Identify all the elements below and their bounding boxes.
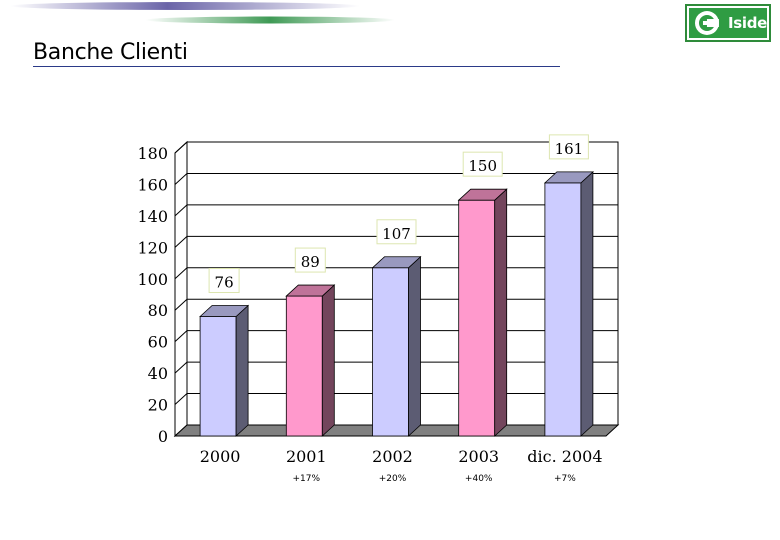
gridline-side (174, 204, 188, 217)
data-label-box (548, 134, 589, 160)
data-label: 161 (555, 140, 584, 158)
bar-side (321, 284, 335, 437)
data-label-box (376, 219, 417, 245)
bar-side (580, 170, 594, 437)
company-logo: Iside (685, 4, 771, 42)
y-tick-label: 120 (137, 238, 168, 257)
data-label: 89 (301, 253, 320, 271)
bar-top (543, 171, 594, 184)
x-category-label: 2002 (372, 447, 413, 466)
data-label-box (462, 151, 503, 177)
header-decoration (10, 2, 395, 24)
bar-top (285, 284, 336, 297)
growth-label: +20% (379, 474, 407, 484)
bar (458, 199, 496, 437)
x-category-label: 2000 (200, 447, 241, 466)
y-tick-label: 160 (137, 175, 168, 194)
gridline-side (174, 361, 188, 374)
gridline-side (174, 235, 188, 248)
bar (372, 267, 409, 437)
bar-side (235, 304, 249, 437)
data-label-box (294, 247, 326, 273)
data-label: 150 (468, 157, 497, 175)
y-tick-label: 100 (137, 270, 168, 289)
title-underline (33, 66, 560, 67)
data-label: 76 (215, 274, 234, 292)
x-category-label: 2001 (286, 447, 327, 466)
iside-logo-icon (694, 11, 719, 35)
growth-label: +17% (293, 474, 321, 484)
gridline-side (174, 141, 188, 154)
bar-top (199, 305, 250, 317)
y-tick-label: 180 (137, 144, 168, 163)
gridline-side (174, 393, 188, 405)
gridline-side (174, 298, 188, 311)
gridline-side (174, 267, 188, 280)
chart-side-wall (174, 140, 188, 438)
gridline-side (174, 173, 188, 185)
gridline-side (174, 330, 188, 343)
y-tick-label: 0 (158, 427, 168, 446)
y-tick-label: 20 (148, 396, 168, 415)
bar (544, 182, 582, 437)
bar-side (494, 188, 508, 437)
bar (285, 295, 323, 437)
y-tick-label: 60 (148, 333, 168, 352)
x-category-label: 2003 (458, 447, 499, 466)
bar (199, 316, 237, 437)
logo-text: Iside (727, 14, 767, 32)
x-category-label: dic. 2004 (527, 447, 602, 466)
data-label-box (208, 268, 240, 294)
y-tick-label: 140 (137, 207, 168, 226)
y-tick-label: 80 (148, 301, 168, 320)
slide-title: Banche Clienti (33, 40, 188, 65)
data-label: 107 (382, 225, 411, 243)
growth-label: +40% (465, 474, 493, 484)
decor-stroke-green (145, 16, 395, 24)
growth-label: +7% (554, 474, 576, 484)
y-tick-label: 40 (148, 364, 168, 383)
bar-side (408, 255, 421, 437)
bar-top (371, 256, 422, 269)
decor-stroke-purple (10, 2, 360, 10)
bar-top (457, 188, 508, 201)
